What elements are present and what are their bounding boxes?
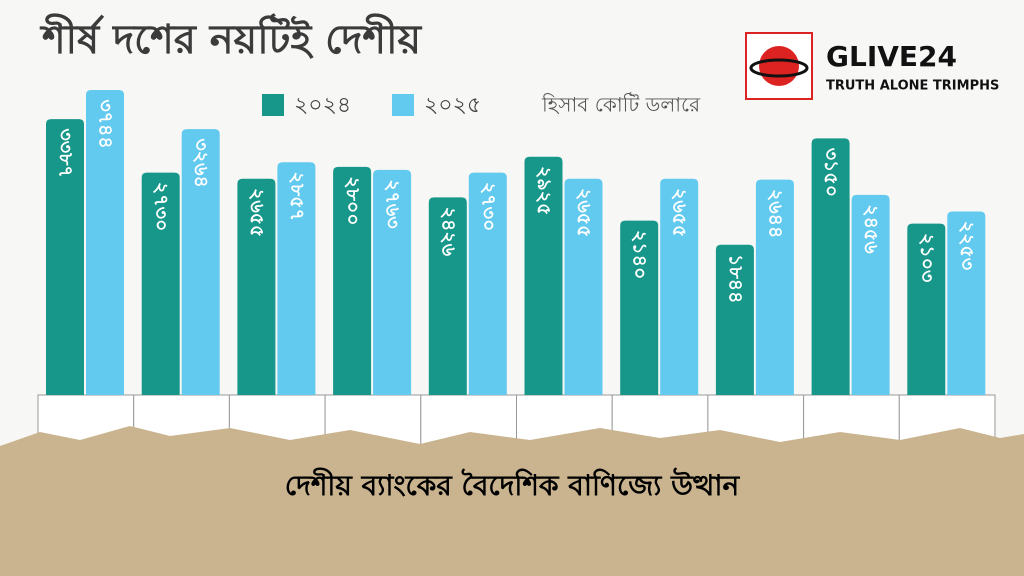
value-label: ২৬৫৫: [573, 188, 595, 237]
bar: [373, 169, 412, 395]
bar: [237, 178, 276, 395]
value-label: ২৮৫৭: [286, 172, 308, 221]
torn-paper: [0, 426, 1024, 576]
value-label: ৩৩৮৭: [55, 128, 77, 177]
value-label: ২৭৩০: [477, 182, 499, 231]
bar: [524, 156, 563, 395]
legend-swatch: [392, 94, 414, 116]
bar: [620, 220, 659, 395]
value-label: ৩৭৪৪: [95, 99, 117, 148]
bar: [46, 119, 84, 396]
bar: [715, 244, 754, 395]
logo: GLIVE24 TRUTH ALONE TRIMPHS: [745, 32, 999, 100]
caption: দেশীয় ব্যাংকের বৈদেশিক বাণিজ্যে উত্থান: [285, 467, 741, 502]
value-label: ৩২৬৪: [190, 138, 212, 187]
bar: [333, 166, 372, 395]
legend-label: ২০২৪: [294, 93, 351, 118]
bar: [468, 172, 507, 395]
value-label: ২৬৪৪: [764, 189, 786, 238]
logo-ring: [749, 58, 809, 78]
value-label: ২১০৩: [916, 233, 938, 282]
bar: [564, 178, 603, 395]
value-label: ২১৪০: [629, 230, 651, 279]
logo-tagline: TRUTH ALONE TRIMPHS: [826, 79, 999, 94]
logo-icon: [759, 46, 799, 86]
legend-label: ২০২৫: [424, 93, 481, 118]
bar: [755, 179, 794, 395]
value-label: ২৪২৬: [437, 207, 459, 257]
bar: [851, 194, 890, 395]
bar: [277, 162, 316, 395]
logo-name: GLIVE24: [826, 40, 957, 73]
bar: [811, 138, 850, 396]
chart-title: শীর্ষ দশের নয়টিই দেশীয়: [39, 13, 423, 63]
value-label: ২৮০০: [342, 176, 364, 225]
value-label: ২২৫৩: [956, 221, 978, 270]
bar: [660, 178, 699, 395]
bar: [947, 211, 986, 395]
bar: [907, 223, 946, 395]
value-label: ২৯২৫: [533, 166, 555, 215]
bar: [428, 197, 467, 395]
legend-swatch: [262, 94, 284, 116]
value-label: ২৪৫৬: [860, 204, 882, 254]
value-label: ২৭৩০: [150, 182, 172, 231]
value-label: ২৭৬৩: [382, 179, 404, 228]
bar: [141, 172, 180, 395]
unit-note: হিসাব কোটি ডলারে: [541, 93, 701, 117]
value-label: ২৬৫৫: [669, 188, 691, 237]
bar: [86, 90, 124, 395]
value-label: ২৬৫৫: [246, 188, 268, 237]
bar: [181, 129, 220, 395]
value-label: ১৮৪৪: [724, 254, 746, 303]
value-label: ৩১৫০: [820, 148, 842, 197]
